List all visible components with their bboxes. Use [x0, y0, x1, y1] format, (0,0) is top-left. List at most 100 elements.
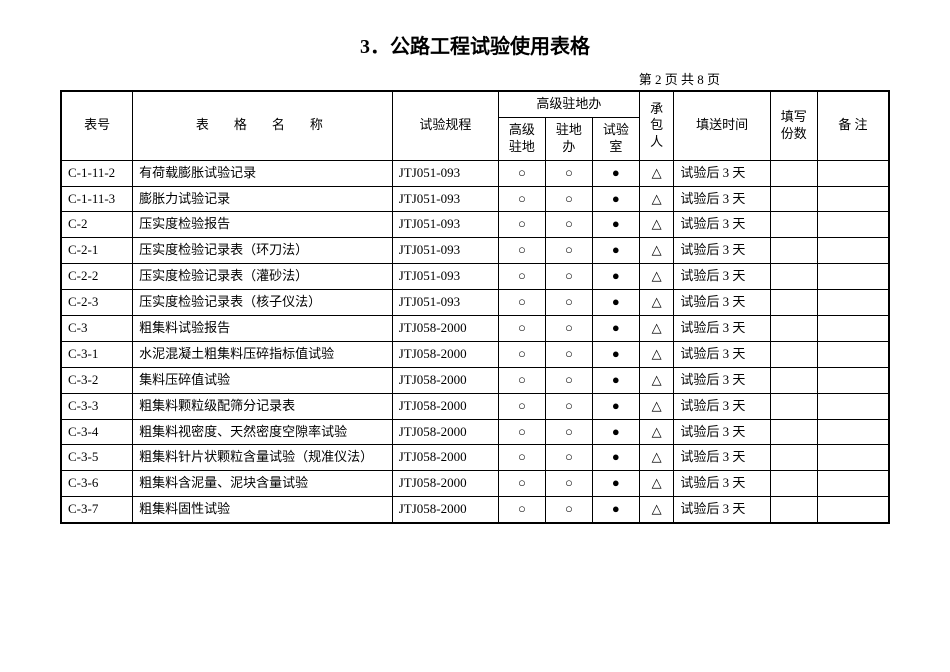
cell-code: C-3-2: [61, 367, 133, 393]
cell-name: 压实度检验记录表（核子仪法）: [133, 290, 393, 316]
cell-s1: ○: [498, 367, 545, 393]
cell-send: 试验后 3 天: [674, 393, 770, 419]
table-row: C-1-11-3膨胀力试验记录JTJ051-093○○●△试验后 3 天: [61, 186, 889, 212]
cell-copies: [770, 471, 817, 497]
cell-copies: [770, 290, 817, 316]
page-number: 第 2 页 共 8 页: [60, 69, 890, 88]
cell-notes: [817, 341, 889, 367]
cell-send: 试验后 3 天: [674, 160, 770, 186]
cell-copies: [770, 316, 817, 342]
cell-cb: △: [639, 341, 674, 367]
cell-s2: ○: [545, 367, 592, 393]
cell-copies: [770, 212, 817, 238]
cell-code: C-3-1: [61, 341, 133, 367]
header-sub1: 高级驻地: [498, 117, 545, 160]
cell-s2: ○: [545, 160, 592, 186]
cell-name: 粗集料试验报告: [133, 316, 393, 342]
header-spec: 试验规程: [392, 91, 498, 160]
cell-notes: [817, 290, 889, 316]
cell-s3: ●: [592, 419, 639, 445]
cell-s3: ●: [592, 497, 639, 523]
cell-s1: ○: [498, 264, 545, 290]
cell-cb: △: [639, 290, 674, 316]
cell-notes: [817, 264, 889, 290]
cell-cb: △: [639, 186, 674, 212]
cell-name: 集料压碎值试验: [133, 367, 393, 393]
cell-copies: [770, 393, 817, 419]
cell-s1: ○: [498, 497, 545, 523]
table-row: C-3-2集料压碎值试验JTJ058-2000○○●△试验后 3 天: [61, 367, 889, 393]
cell-notes: [817, 316, 889, 342]
cell-name: 粗集料针片状颗粒含量试验（规准仪法）: [133, 445, 393, 471]
cell-copies: [770, 264, 817, 290]
cell-spec: JTJ058-2000: [392, 497, 498, 523]
table-row: C-3-7粗集料固性试验JTJ058-2000○○●△试验后 3 天: [61, 497, 889, 523]
cell-code: C-1-11-3: [61, 186, 133, 212]
cell-s1: ○: [498, 445, 545, 471]
table-row: C-3-3粗集料颗粒级配筛分记录表JTJ058-2000○○●△试验后 3 天: [61, 393, 889, 419]
cell-s1: ○: [498, 471, 545, 497]
cell-s3: ●: [592, 341, 639, 367]
cell-send: 试验后 3 天: [674, 316, 770, 342]
cell-s2: ○: [545, 212, 592, 238]
cell-copies: [770, 238, 817, 264]
cell-s2: ○: [545, 393, 592, 419]
cell-code: C-3: [61, 316, 133, 342]
table-row: C-3粗集料试验报告JTJ058-2000○○●△试验后 3 天: [61, 316, 889, 342]
cell-code: C-3-7: [61, 497, 133, 523]
cell-s3: ●: [592, 290, 639, 316]
cell-cb: △: [639, 393, 674, 419]
cell-copies: [770, 497, 817, 523]
cell-cb: △: [639, 212, 674, 238]
cell-s2: ○: [545, 497, 592, 523]
cell-cb: △: [639, 419, 674, 445]
cell-notes: [817, 212, 889, 238]
table-row: C-2-3压实度检验记录表（核子仪法）JTJ051-093○○●△试验后 3 天: [61, 290, 889, 316]
document-title: 3．公路工程试验使用表格: [60, 30, 890, 59]
cell-spec: JTJ058-2000: [392, 341, 498, 367]
cell-send: 试验后 3 天: [674, 341, 770, 367]
cell-s3: ●: [592, 316, 639, 342]
cell-s2: ○: [545, 316, 592, 342]
cell-s1: ○: [498, 419, 545, 445]
cell-cb: △: [639, 471, 674, 497]
cell-cb: △: [639, 238, 674, 264]
cell-name: 压实度检验记录表（环刀法）: [133, 238, 393, 264]
cell-spec: JTJ058-2000: [392, 393, 498, 419]
cell-s2: ○: [545, 341, 592, 367]
table-row: C-3-5粗集料针片状颗粒含量试验（规准仪法）JTJ058-2000○○●△试验…: [61, 445, 889, 471]
cell-spec: JTJ051-093: [392, 238, 498, 264]
cell-spec: JTJ051-093: [392, 186, 498, 212]
cell-spec: JTJ058-2000: [392, 316, 498, 342]
cell-s1: ○: [498, 316, 545, 342]
cell-s3: ●: [592, 471, 639, 497]
cell-send: 试验后 3 天: [674, 238, 770, 264]
cell-send: 试验后 3 天: [674, 290, 770, 316]
cell-code: C-2-1: [61, 238, 133, 264]
cell-name: 粗集料固性试验: [133, 497, 393, 523]
cell-code: C-3-6: [61, 471, 133, 497]
header-contractor: 承包人: [639, 91, 674, 160]
header-sub3: 试验室: [592, 117, 639, 160]
cell-name: 粗集料含泥量、泥块含量试验: [133, 471, 393, 497]
cell-notes: [817, 497, 889, 523]
cell-send: 试验后 3 天: [674, 367, 770, 393]
cell-spec: JTJ058-2000: [392, 419, 498, 445]
cell-spec: JTJ051-093: [392, 212, 498, 238]
cell-notes: [817, 419, 889, 445]
cell-copies: [770, 186, 817, 212]
cell-code: C-3-3: [61, 393, 133, 419]
cell-cb: △: [639, 445, 674, 471]
header-group: 高级驻地办: [498, 91, 639, 117]
cell-name: 水泥混凝土粗集料压碎指标值试验: [133, 341, 393, 367]
cell-s3: ●: [592, 238, 639, 264]
table-row: C-2-2压实度检验记录表（灌砂法）JTJ051-093○○●△试验后 3 天: [61, 264, 889, 290]
cell-s3: ●: [592, 160, 639, 186]
cell-s3: ●: [592, 393, 639, 419]
cell-s1: ○: [498, 212, 545, 238]
header-send-time: 填送时间: [674, 91, 770, 160]
cell-spec: JTJ058-2000: [392, 445, 498, 471]
cell-code: C-1-11-2: [61, 160, 133, 186]
cell-s2: ○: [545, 238, 592, 264]
cell-send: 试验后 3 天: [674, 471, 770, 497]
